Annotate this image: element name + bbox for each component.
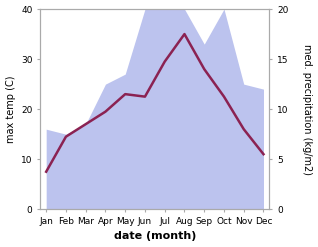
X-axis label: date (month): date (month)	[114, 231, 196, 242]
Y-axis label: max temp (C): max temp (C)	[5, 75, 16, 143]
Y-axis label: med. precipitation (kg/m2): med. precipitation (kg/m2)	[302, 44, 313, 175]
